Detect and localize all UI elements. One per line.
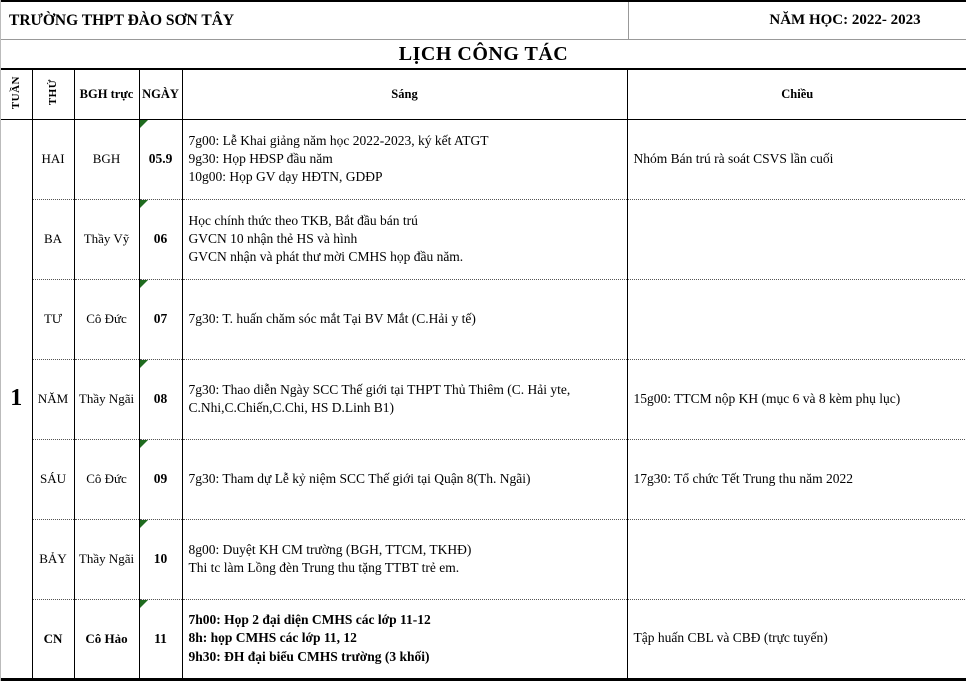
- top-strip: TRƯỜNG THPT ĐÀO SƠN TÂY NĂM HỌC: 2022- 2…: [1, 0, 966, 40]
- date-cell: 10: [139, 518, 183, 599]
- schedule-table: TUẦN THỨ BGH trực NGÀY Sáng Chiều 1 HAI …: [1, 70, 966, 681]
- school-name: TRƯỜNG THPT ĐÀO SƠN TÂY: [1, 2, 629, 39]
- date-value: 08: [153, 391, 168, 406]
- duty-cell: Cô Đức: [74, 278, 140, 359]
- table-row: BẢY Thầy Ngãi 10 8g00: Duyệt KH CM trườn…: [1, 518, 966, 599]
- morning-cell: 7g30: Thao diễn Ngày SCC Thế giới tại TH…: [182, 358, 628, 439]
- date-cell: 07: [139, 278, 183, 359]
- note-triangle-icon: [139, 599, 148, 608]
- afternoon-cell: [627, 518, 966, 599]
- header-row: TUẦN THỨ BGH trực NGÀY Sáng Chiều: [1, 70, 966, 120]
- col-header-day: THỨ: [32, 70, 75, 120]
- date-value: 06: [153, 231, 168, 246]
- duty-cell: Thầy Vỹ: [74, 198, 140, 279]
- note-triangle-icon: [139, 199, 148, 208]
- note-triangle-icon: [139, 279, 148, 288]
- col-header-afternoon: Chiều: [627, 70, 966, 120]
- note-triangle-icon: [139, 519, 148, 528]
- table-row: SÁU Cô Đức 09 7g30: Tham dự Lễ kỷ niệm S…: [1, 438, 966, 519]
- col-header-duty: BGH trực: [74, 70, 140, 120]
- afternoon-cell: 15g00: TTCM nộp KH (mục 6 và 8 kèm phụ l…: [627, 358, 966, 439]
- col-header-week-label: TUẦN: [10, 75, 23, 109]
- day-cell: NĂM: [32, 358, 75, 439]
- table-row: CN Cô Hảo 11 7h00: Họp 2 đại diện CMHS c…: [1, 598, 966, 681]
- afternoon-cell: [627, 198, 966, 279]
- morning-cell: 7h00: Họp 2 đại diện CMHS các lớp 11-12 …: [182, 598, 628, 681]
- table-row: 1 HAI BGH 05.9 7g00: Lễ Khai giảng năm h…: [1, 119, 966, 681]
- col-header-day-label: THỨ: [47, 79, 59, 106]
- date-cell: 09: [139, 438, 183, 519]
- duty-cell: Cô Hảo: [74, 598, 140, 681]
- date-value: 09: [153, 471, 168, 486]
- duty-cell: Cô Đức: [74, 438, 140, 519]
- note-triangle-icon: [139, 119, 148, 128]
- date-value: 11: [154, 630, 167, 646]
- day-cell: CN: [32, 598, 75, 681]
- day-cell: BA: [32, 198, 75, 279]
- date-cell: 05.9: [139, 119, 183, 199]
- duty-cell: BGH: [74, 119, 140, 199]
- note-triangle-icon: [139, 439, 148, 448]
- school-year: NĂM HỌC: 2022- 2023: [769, 12, 921, 28]
- afternoon-cell: Tập huấn CBL và CBĐ (trực tuyến): [627, 598, 966, 681]
- page-title: LỊCH CÔNG TÁC: [1, 40, 966, 70]
- week-number: 1: [1, 119, 33, 681]
- day-cell: HAI: [32, 119, 75, 199]
- col-header-date: NGÀY: [139, 70, 183, 120]
- table-row: BA Thầy Vỹ 06 Học chính thức theo TKB, B…: [1, 198, 966, 279]
- note-triangle-icon: [139, 359, 148, 368]
- duty-cell: Thầy Ngãi: [74, 518, 140, 599]
- col-header-morning: Sáng: [182, 70, 628, 120]
- col-header-week: TUẦN: [1, 70, 33, 120]
- day-cell: TƯ: [32, 278, 75, 359]
- morning-cell: 8g00: Duyệt KH CM trường (BGH, TTCM, TKH…: [182, 518, 628, 599]
- morning-cell: Học chính thức theo TKB, Bắt đầu bán trú…: [182, 198, 628, 279]
- day-cell: SÁU: [32, 438, 75, 519]
- afternoon-cell: Nhóm Bán trú rà soát CSVS lần cuối: [633, 150, 834, 166]
- date-cell: 08: [139, 358, 183, 439]
- day-cell: BẢY: [32, 518, 75, 599]
- date-value: 05.9: [148, 151, 173, 166]
- date-value: 10: [153, 551, 168, 566]
- table-row: NĂM Thầy Ngãi 08 7g30: Thao diễn Ngày SC…: [1, 358, 966, 439]
- date-cell: 06: [139, 198, 183, 279]
- duty-cell: Thầy Ngãi: [74, 358, 140, 439]
- afternoon-cell: [627, 278, 966, 359]
- table-row: TƯ Cô Đức 07 7g30: T. huấn chăm sóc mắt …: [1, 278, 966, 359]
- morning-cell: 7g00: Lễ Khai giảng năm học 2022-2023, k…: [182, 119, 628, 199]
- date-cell: 11: [139, 598, 183, 681]
- afternoon-cell: 17g30: Tổ chức Tết Trung thu năm 2022: [627, 438, 966, 519]
- date-value: 07: [153, 311, 168, 326]
- morning-cell: 7g30: Tham dự Lễ kỷ niệm SCC Thế giới tạ…: [182, 438, 628, 519]
- morning-cell: 7g30: T. huấn chăm sóc mắt Tại BV Mắt (C…: [182, 278, 628, 359]
